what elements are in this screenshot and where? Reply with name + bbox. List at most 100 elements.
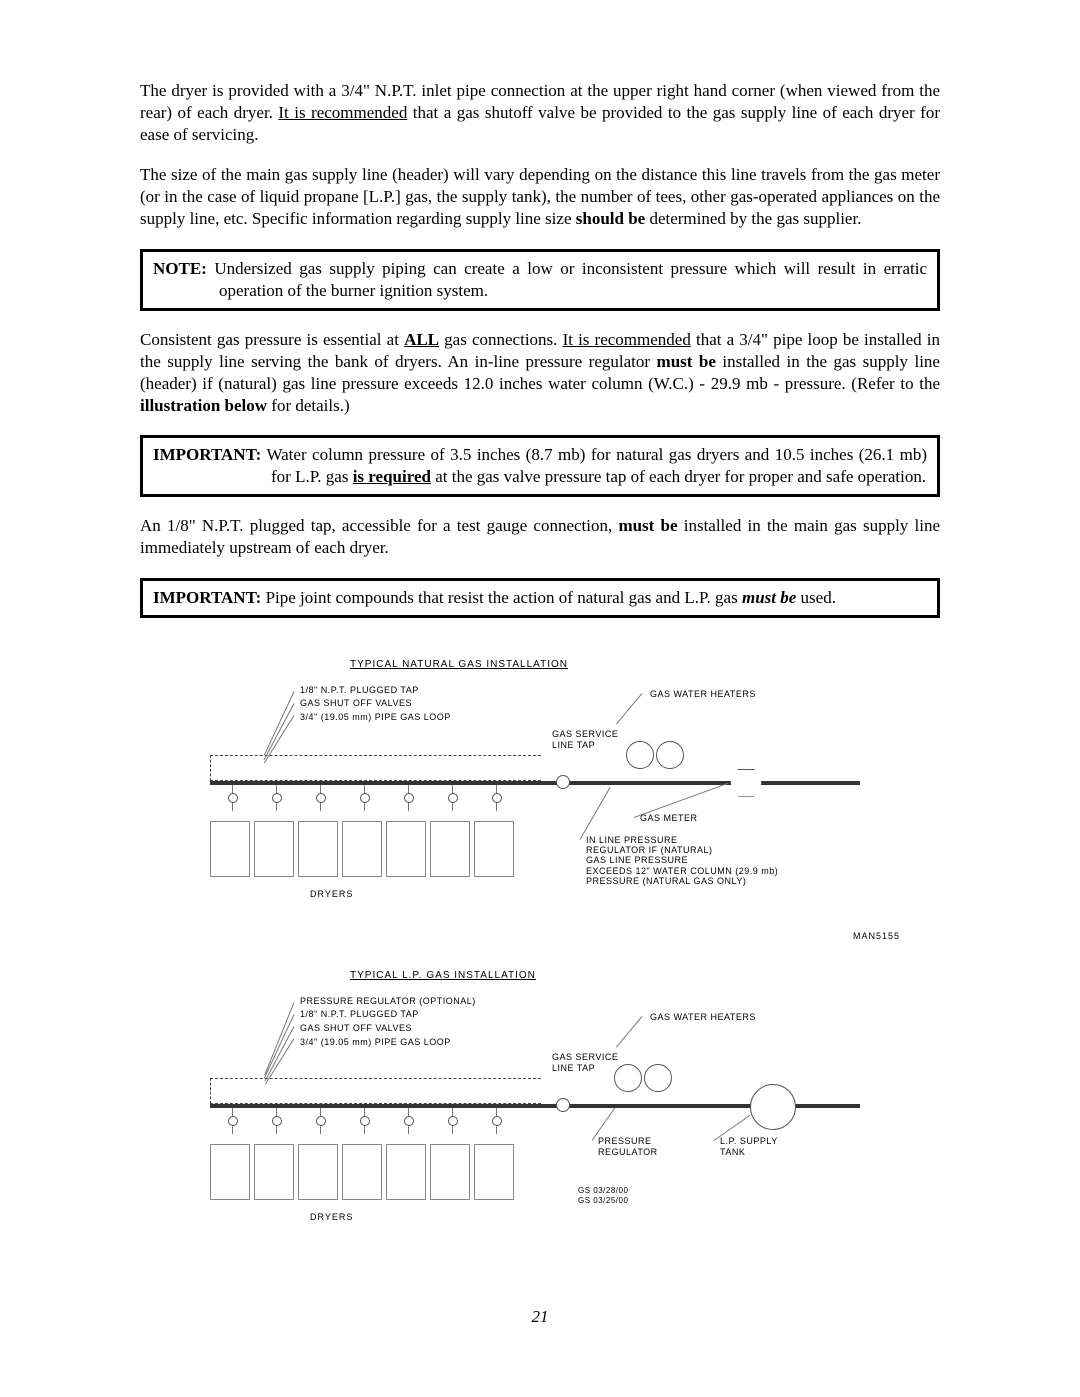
label: GAS SHUT OFF VALVES bbox=[300, 1023, 476, 1035]
label-regulator-note: IN LINE PRESSURE REGULATOR IF (NATURAL) … bbox=[586, 835, 778, 887]
left-labels-lp: PRESSURE REGULATOR (OPTIONAL) 1/8" N.P.T… bbox=[300, 996, 476, 1051]
text-underlined: It is recommended bbox=[278, 103, 407, 122]
dryer-drop bbox=[452, 1108, 453, 1134]
text: for details.) bbox=[267, 396, 350, 415]
dryer-drop bbox=[408, 1108, 409, 1134]
leader-line bbox=[616, 693, 642, 724]
dryer-drop bbox=[232, 1108, 233, 1134]
dryer-box bbox=[342, 821, 382, 877]
dryer-box bbox=[298, 1144, 338, 1200]
text-bold-italic: must be bbox=[742, 588, 796, 607]
text: at the gas valve pressure tap of each dr… bbox=[431, 467, 926, 486]
label-water-heaters: GAS WATER HEATERS bbox=[650, 1012, 756, 1024]
dryer-box bbox=[430, 1144, 470, 1200]
important-lead: IMPORTANT: bbox=[153, 445, 261, 464]
text: An 1/8" N.P.T. plugged tap, accessible f… bbox=[140, 516, 618, 535]
label-lp-tank: L.P. SUPPLY TANK bbox=[720, 1136, 778, 1159]
dryer-box bbox=[386, 1144, 426, 1200]
text-bold: should be bbox=[576, 209, 645, 228]
dryers-caption: DRYERS bbox=[310, 889, 353, 901]
dryer-drop bbox=[452, 785, 453, 811]
gas-meter-icon bbox=[730, 769, 762, 797]
dryer-box bbox=[254, 821, 294, 877]
text-bold-underline: ALL bbox=[404, 330, 439, 349]
label-service-tap: GAS SERVICE LINE TAP bbox=[552, 1052, 618, 1075]
important-lead: IMPORTANT: bbox=[153, 588, 261, 607]
note-lead: NOTE: bbox=[153, 259, 207, 278]
natural-gas-panel: 1/8" N.P.T. PLUGGED TAP GAS SHUT OFF VAL… bbox=[210, 685, 860, 965]
dryer-boxes bbox=[210, 821, 518, 877]
lp-gas-panel: PRESSURE REGULATOR (OPTIONAL) 1/8" N.P.T… bbox=[210, 996, 860, 1276]
water-heater-icon bbox=[626, 741, 654, 769]
label-pressure-regulator: PRESSURE REGULATOR bbox=[598, 1136, 658, 1159]
dryer-drop bbox=[276, 785, 277, 811]
para-4: An 1/8" N.P.T. plugged tap, accessible f… bbox=[140, 515, 940, 559]
text-bold: illustration below bbox=[140, 396, 267, 415]
label: 3/4" (19.05 mm) PIPE GAS LOOP bbox=[300, 712, 451, 724]
dryer-box bbox=[254, 1144, 294, 1200]
diagram-title-natural: TYPICAL NATURAL GAS INSTALLATION bbox=[350, 658, 940, 671]
service-tap-icon bbox=[556, 775, 570, 789]
text-bold: must be bbox=[618, 516, 677, 535]
text: used. bbox=[796, 588, 836, 607]
text: Pipe joint compounds that resist the act… bbox=[261, 588, 742, 607]
pipe-loop bbox=[210, 755, 541, 781]
label-gas-meter: GAS METER bbox=[640, 813, 698, 825]
water-heater-icon bbox=[656, 741, 684, 769]
dryer-drop bbox=[496, 785, 497, 811]
man-number: MAN5155 bbox=[853, 931, 900, 943]
dryer-drop bbox=[276, 1108, 277, 1134]
dryer-box bbox=[210, 821, 250, 877]
leader-line bbox=[264, 1002, 294, 1075]
para-1: The dryer is provided with a 3/4" N.P.T.… bbox=[140, 80, 940, 146]
dryer-drop bbox=[320, 785, 321, 811]
text: determined by the gas supplier. bbox=[645, 209, 861, 228]
label: GAS SHUT OFF VALVES bbox=[300, 698, 451, 710]
note-body: Undersized gas supply piping can create … bbox=[207, 259, 927, 300]
dryer-box bbox=[474, 1144, 514, 1200]
label: 1/8" N.P.T. PLUGGED TAP bbox=[300, 1009, 476, 1021]
leader-line bbox=[580, 787, 611, 839]
dryer-drop bbox=[232, 785, 233, 811]
dryer-box bbox=[342, 1144, 382, 1200]
text-underlined: It is recommended bbox=[563, 330, 691, 349]
gs-dates: GS 03/28/00 GS 03/25/00 bbox=[578, 1186, 628, 1207]
left-labels-nat: 1/8" N.P.T. PLUGGED TAP GAS SHUT OFF VAL… bbox=[300, 685, 451, 726]
label: 1/8" N.P.T. PLUGGED TAP bbox=[300, 685, 451, 697]
pipe-loop bbox=[210, 1078, 541, 1104]
lp-tank-icon bbox=[750, 1084, 796, 1130]
diagram-title-lp: TYPICAL L.P. GAS INSTALLATION bbox=[350, 969, 940, 982]
label-service-tap: GAS SERVICE LINE TAP bbox=[552, 729, 618, 752]
important-box-1: IMPORTANT: Water column pressure of 3.5 … bbox=[140, 435, 940, 497]
label: PRESSURE REGULATOR (OPTIONAL) bbox=[300, 996, 476, 1008]
dryer-box bbox=[298, 821, 338, 877]
leader-line bbox=[264, 703, 295, 760]
dryer-box bbox=[386, 821, 426, 877]
dryers-caption: DRYERS bbox=[310, 1212, 353, 1224]
dryer-box bbox=[210, 1144, 250, 1200]
dryer-drop bbox=[496, 1108, 497, 1134]
dryer-drop bbox=[320, 1108, 321, 1134]
dryer-drops bbox=[218, 785, 548, 825]
dryer-drop bbox=[408, 785, 409, 811]
text-bold: must be bbox=[657, 352, 716, 371]
dryer-box bbox=[430, 821, 470, 877]
note-box: NOTE: Undersized gas supply piping can c… bbox=[140, 249, 940, 311]
label: 3/4" (19.05 mm) PIPE GAS LOOP bbox=[300, 1037, 476, 1049]
text-bold-underline: is required bbox=[353, 467, 431, 486]
label-water-heaters: GAS WATER HEATERS bbox=[650, 689, 756, 701]
para-2: The size of the main gas supply line (he… bbox=[140, 164, 940, 230]
dryer-box bbox=[474, 821, 514, 877]
text: Consistent gas pressure is essential at bbox=[140, 330, 404, 349]
gas-installation-diagram: TYPICAL NATURAL GAS INSTALLATION 1/8" N.… bbox=[210, 658, 940, 1276]
dryer-drop bbox=[364, 1108, 365, 1134]
dryer-drops bbox=[218, 1108, 548, 1148]
service-tap-icon bbox=[556, 1098, 570, 1112]
dryer-boxes bbox=[210, 1144, 518, 1200]
page-number: 21 bbox=[140, 1306, 940, 1328]
para-3: Consistent gas pressure is essential at … bbox=[140, 329, 940, 417]
leader-line bbox=[616, 1016, 642, 1047]
dryer-drop bbox=[364, 785, 365, 811]
water-heater-icon bbox=[644, 1064, 672, 1092]
important-box-2: IMPORTANT: Pipe joint compounds that res… bbox=[140, 578, 940, 618]
